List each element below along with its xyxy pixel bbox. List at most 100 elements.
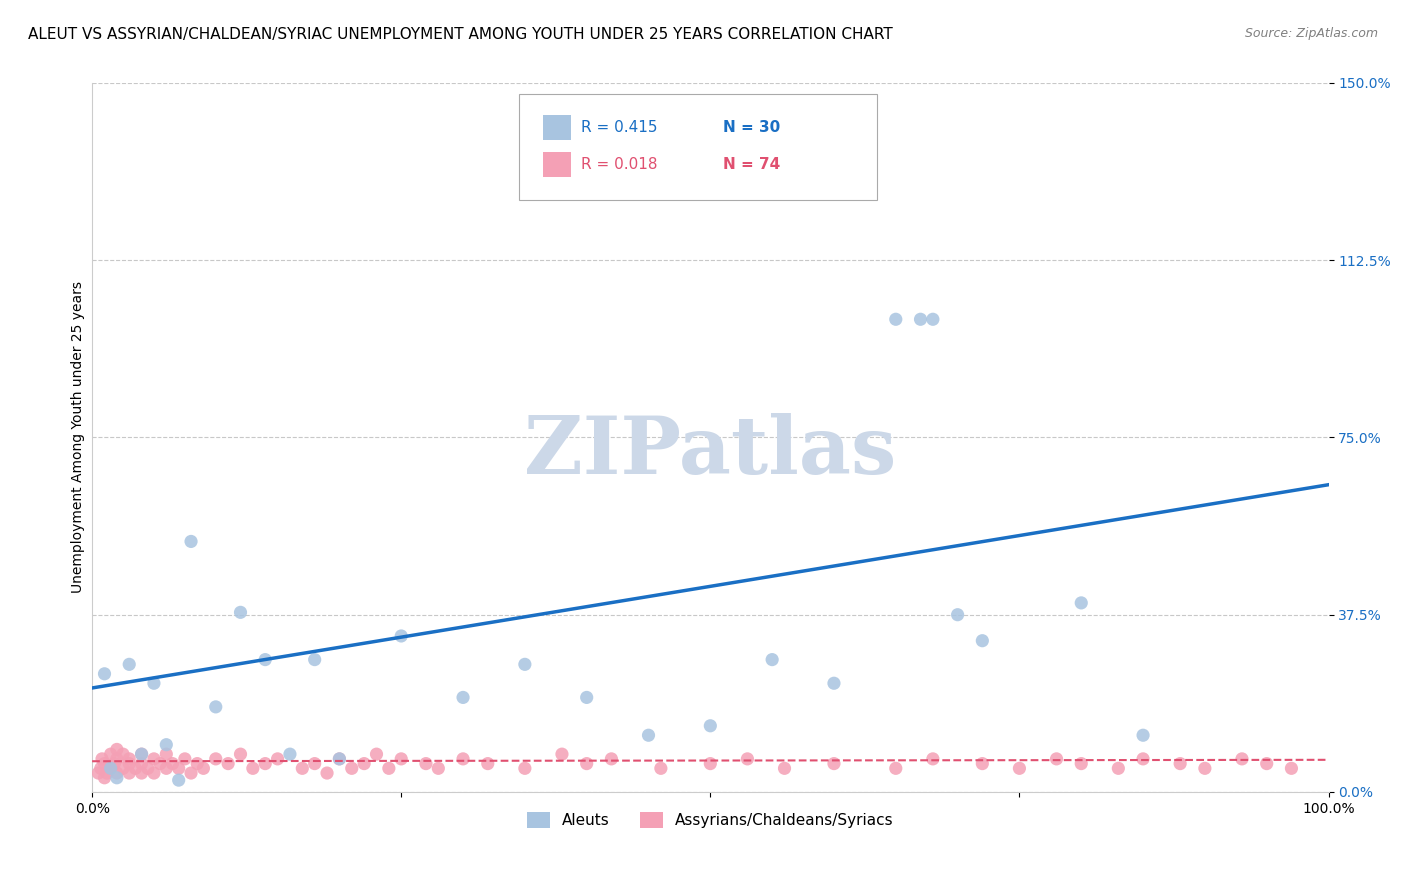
Point: [600, 752, 623, 766]
Point: [193, 761, 215, 775]
Point: [142, 676, 165, 690]
Point: [266, 752, 288, 766]
Point: [131, 747, 153, 761]
Point: [304, 652, 326, 666]
Point: [353, 756, 375, 771]
Y-axis label: Unemployment Among Youth under 25 years: Unemployment Among Youth under 25 years: [72, 282, 86, 593]
Point: [186, 756, 208, 771]
Point: [415, 756, 437, 771]
Point: [155, 747, 177, 761]
Point: [291, 761, 314, 775]
Point: [823, 756, 845, 771]
Text: N = 74: N = 74: [723, 157, 780, 172]
Point: [972, 756, 994, 771]
Point: [921, 752, 943, 766]
Point: [105, 771, 128, 785]
Point: [761, 652, 783, 666]
Point: [254, 652, 277, 666]
Text: ZIPatlas: ZIPatlas: [524, 413, 897, 491]
Point: [389, 629, 412, 643]
Point: [112, 747, 135, 761]
Point: [118, 766, 141, 780]
Point: [93, 771, 115, 785]
Point: [173, 752, 195, 766]
Point: [131, 766, 153, 780]
Point: [921, 312, 943, 326]
Point: [1107, 761, 1129, 775]
Point: [316, 766, 339, 780]
Point: [637, 728, 659, 742]
Point: [90, 761, 112, 775]
Point: [142, 766, 165, 780]
Point: [451, 752, 474, 766]
Point: [1281, 761, 1303, 775]
Point: [105, 742, 128, 756]
Point: [427, 761, 450, 775]
Text: R = 0.018: R = 0.018: [581, 157, 657, 172]
Point: [884, 761, 907, 775]
Legend: Aleuts, Assyrians/Chaldeans/Syriacs: Aleuts, Assyrians/Chaldeans/Syriacs: [520, 805, 900, 834]
Point: [136, 761, 159, 775]
Point: [204, 752, 226, 766]
Point: [180, 766, 202, 780]
Point: [118, 657, 141, 672]
Point: [328, 752, 350, 766]
Point: [823, 676, 845, 690]
Point: [1045, 752, 1067, 766]
Text: R = 0.415: R = 0.415: [581, 120, 657, 135]
Point: [389, 752, 412, 766]
Point: [167, 761, 190, 775]
Point: [162, 756, 184, 771]
Point: [96, 766, 118, 780]
Point: [155, 738, 177, 752]
Text: N = 30: N = 30: [723, 120, 780, 135]
Point: [278, 747, 301, 761]
Point: [1070, 756, 1092, 771]
Text: Source: ZipAtlas.com: Source: ZipAtlas.com: [1244, 27, 1378, 40]
Point: [204, 699, 226, 714]
Point: [699, 719, 721, 733]
Point: [131, 756, 153, 771]
Text: ALEUT VS ASSYRIAN/CHALDEAN/SYRIAC UNEMPLOYMENT AMONG YOUTH UNDER 25 YEARS CORREL: ALEUT VS ASSYRIAN/CHALDEAN/SYRIAC UNEMPL…: [28, 27, 893, 42]
Point: [972, 633, 994, 648]
Point: [304, 756, 326, 771]
Point: [328, 752, 350, 766]
Point: [118, 756, 141, 771]
Point: [149, 756, 172, 771]
Point: [254, 756, 277, 771]
Point: [180, 534, 202, 549]
Point: [946, 607, 969, 622]
Point: [378, 761, 401, 775]
Point: [100, 761, 122, 775]
Point: [884, 312, 907, 326]
Point: [242, 761, 264, 775]
Point: [699, 756, 721, 771]
Point: [340, 761, 363, 775]
Point: [1008, 761, 1031, 775]
Point: [87, 766, 110, 780]
Point: [737, 752, 759, 766]
Point: [1168, 756, 1191, 771]
Point: [229, 605, 252, 619]
Point: [105, 766, 128, 780]
Point: [451, 690, 474, 705]
Point: [513, 657, 536, 672]
Point: [103, 756, 125, 771]
Point: [551, 747, 574, 761]
Point: [100, 761, 122, 775]
Point: [910, 312, 932, 326]
Point: [366, 747, 388, 761]
Point: [118, 752, 141, 766]
Point: [112, 761, 135, 775]
Point: [167, 773, 190, 788]
FancyBboxPatch shape: [519, 94, 877, 200]
Point: [91, 752, 114, 766]
FancyBboxPatch shape: [543, 152, 571, 177]
Point: [155, 761, 177, 775]
Point: [100, 747, 122, 761]
Point: [575, 756, 598, 771]
Point: [229, 747, 252, 761]
Point: [217, 756, 239, 771]
Point: [105, 752, 128, 766]
Point: [1230, 752, 1253, 766]
